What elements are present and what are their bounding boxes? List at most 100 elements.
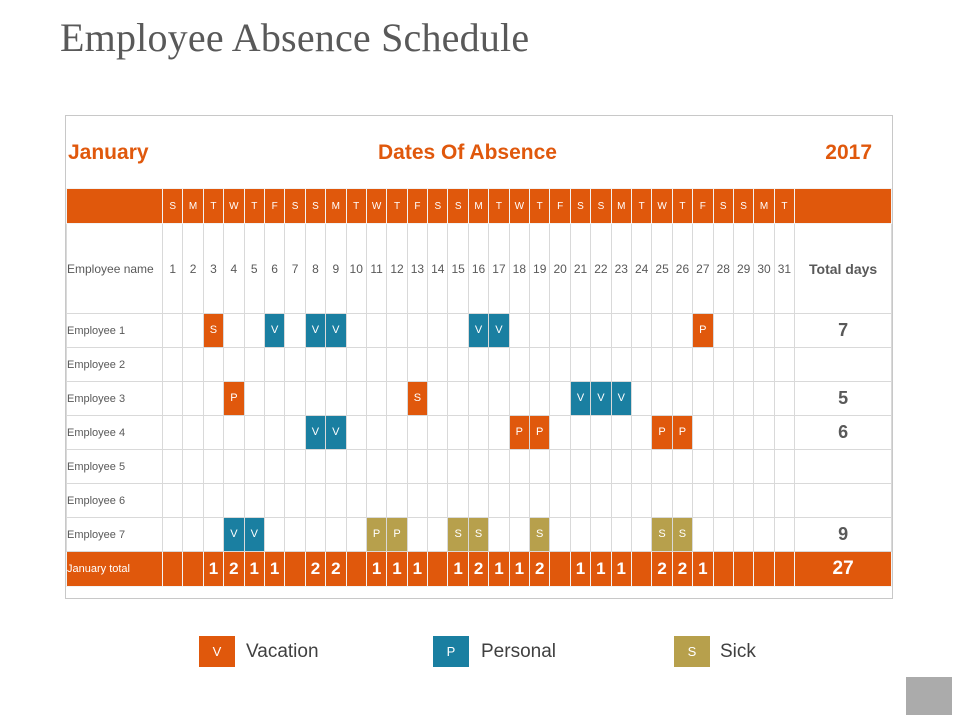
month-label: January xyxy=(68,141,149,164)
weekday-cell: F xyxy=(549,188,571,224)
day-cell xyxy=(590,313,612,348)
day-cell xyxy=(630,483,653,518)
employee-name: Employee 4 xyxy=(66,415,163,450)
day-cell xyxy=(263,347,286,382)
day-cell xyxy=(692,517,714,552)
absence-mark: V xyxy=(306,314,325,347)
day-cell xyxy=(488,449,510,484)
employee-total-days: 5 xyxy=(794,381,893,416)
day-cell xyxy=(243,381,265,416)
day-cell xyxy=(508,483,531,518)
day-total-cell: 2 xyxy=(325,551,347,587)
day-cell xyxy=(488,483,510,518)
day-cell xyxy=(386,415,408,450)
day-cell xyxy=(712,381,734,416)
day-cell xyxy=(610,517,632,552)
day-cell xyxy=(773,347,796,382)
day-cell xyxy=(427,449,449,484)
day-cell xyxy=(732,381,755,416)
day-cell xyxy=(651,381,673,416)
day-total-cell: 2 xyxy=(467,551,490,587)
day-cell xyxy=(345,313,367,348)
weekday-cell: T xyxy=(488,188,510,224)
day-cell xyxy=(182,483,204,518)
day-total-cell xyxy=(161,551,184,587)
absence-mark: V xyxy=(306,416,325,449)
day-cell: S xyxy=(671,517,694,552)
day-cell: V xyxy=(223,517,245,552)
legend: V Vacation P Personal S Sick xyxy=(0,636,960,667)
day-cell xyxy=(447,347,469,382)
day-number-cell: 26 xyxy=(671,223,694,314)
day-cell xyxy=(692,347,714,382)
day-cell xyxy=(406,347,429,382)
absence-mark: V xyxy=(326,314,345,347)
day-cell xyxy=(508,347,531,382)
weekday-cell: T xyxy=(671,188,694,224)
day-cell xyxy=(732,517,755,552)
day-cell: V xyxy=(610,381,632,416)
weekday-cell: T xyxy=(386,188,408,224)
day-cell xyxy=(671,381,694,416)
day-cell xyxy=(263,381,286,416)
weekday-cell: M xyxy=(467,188,490,224)
day-number-cell: 8 xyxy=(304,223,327,314)
day-cell: V xyxy=(325,313,347,348)
day-number-cell: 4 xyxy=(223,223,245,314)
day-cell xyxy=(753,449,775,484)
day-cell xyxy=(630,347,653,382)
legend-label-sick: Sick xyxy=(720,641,756,662)
day-number-cell: 18 xyxy=(508,223,531,314)
day-cell xyxy=(467,415,490,450)
day-cell xyxy=(651,449,673,484)
day-cell xyxy=(569,347,592,382)
day-number-cell: 27 xyxy=(692,223,714,314)
day-total-cell: 1 xyxy=(488,551,510,587)
day-cell xyxy=(651,313,673,348)
month-total-row: January total 1 2 1 1 2 2 1 1 1 1 2 1 1 2 1 1 1 2 2 1 27 xyxy=(66,551,893,587)
day-cell xyxy=(223,313,245,348)
day-cell xyxy=(365,415,388,450)
day-cell xyxy=(549,313,571,348)
day-cell xyxy=(753,347,775,382)
day-number-cell: 17 xyxy=(488,223,510,314)
day-cell xyxy=(732,483,755,518)
day-cell xyxy=(427,483,449,518)
day-cell xyxy=(732,347,755,382)
day-cell xyxy=(427,517,449,552)
absence-mark: P xyxy=(367,518,386,551)
day-cell xyxy=(732,415,755,450)
legend-swatch-sick: S xyxy=(674,636,710,667)
day-cell xyxy=(692,381,714,416)
page-title: Employee Absence Schedule xyxy=(60,15,530,60)
total-days-header: Total days xyxy=(794,223,893,314)
day-cell xyxy=(712,313,734,348)
day-total-cell: 2 xyxy=(671,551,694,587)
legend-swatch-personal: P xyxy=(433,636,469,667)
day-cell xyxy=(447,449,469,484)
day-cell: P xyxy=(223,381,245,416)
day-cell xyxy=(325,347,347,382)
day-total-cell: 1 xyxy=(508,551,531,587)
day-cell xyxy=(529,483,551,518)
day-number-cell: 11 xyxy=(365,223,388,314)
employee-name: Employee 1 xyxy=(66,313,163,348)
day-number-cell: 19 xyxy=(529,223,551,314)
day-cell xyxy=(590,347,612,382)
day-cell: S xyxy=(529,517,551,552)
day-cell xyxy=(630,517,653,552)
employee-total-days: 6 xyxy=(794,415,893,450)
day-cell xyxy=(345,449,367,484)
day-cell xyxy=(304,347,327,382)
day-number-cell: 10 xyxy=(345,223,367,314)
day-cell xyxy=(427,381,449,416)
absence-mark: P xyxy=(693,314,713,347)
day-total-cell xyxy=(712,551,734,587)
day-cell xyxy=(590,449,612,484)
day-cell: V xyxy=(467,313,490,348)
day-total-cell xyxy=(630,551,653,587)
absence-mark: V xyxy=(489,314,509,347)
day-total-cell xyxy=(773,551,796,587)
weekday-cell: W xyxy=(365,188,388,224)
